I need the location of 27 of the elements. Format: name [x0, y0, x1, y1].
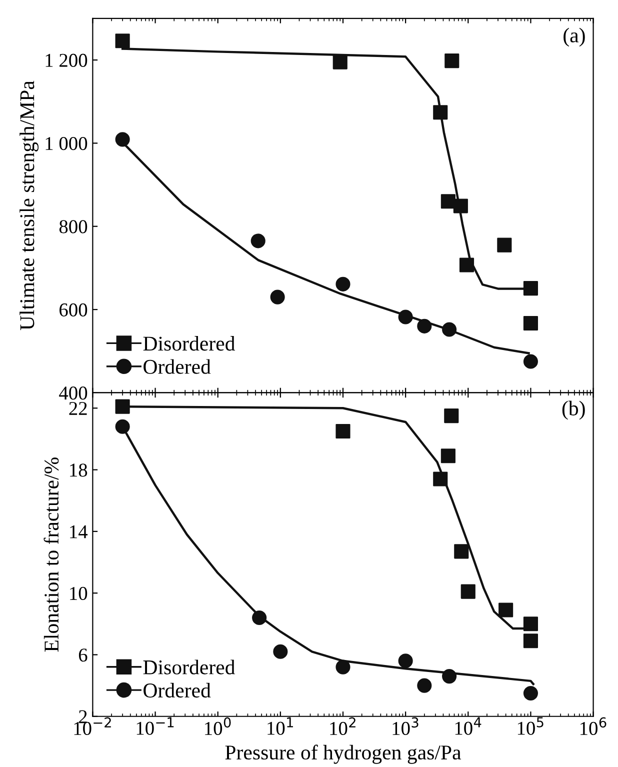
x-tick-label: 10$^{0}$: [205, 717, 231, 736]
x-tick-label: 10$^{5}$: [518, 717, 544, 735]
y-tick-label: 22: [69, 402, 87, 415]
annotation: (b): [562, 400, 585, 420]
x-tick-label: 10$^{6}$: [580, 717, 606, 736]
x-tick-label: 10$^{3}$: [392, 717, 418, 736]
annotation: (a): [564, 28, 585, 47]
y-axis-title: Ultimate tensile strength/MPa: [20, 80, 39, 330]
x-tick-label: 10$^{2}$: [330, 717, 356, 736]
legend-label: Ordered: [144, 359, 211, 374]
y-tick-label: 18: [70, 464, 88, 477]
y-tick-label: 10: [70, 586, 88, 600]
y-tick-label: 14: [70, 525, 88, 538]
y-tick-label: 800: [59, 220, 88, 234]
y-tick-label: 1 000: [46, 136, 88, 150]
legend-label: Disordered: [143, 336, 236, 351]
legend-label: Disordered: [143, 660, 236, 674]
y-tick-label: 600: [60, 303, 88, 316]
y-tick-label: 400: [59, 386, 88, 400]
y-axis-title: Elonation to fracture/%: [44, 457, 59, 652]
x-tick-label: 10$^{−1}$: [136, 717, 174, 735]
x-axis-title: Pressure of hydrogen gas/Pa: [225, 744, 462, 764]
y-tick-label: 1 200: [46, 54, 88, 67]
legend-label: Ordered: [144, 682, 211, 698]
x-tick-label: 10$^{1}$: [268, 717, 293, 735]
y-tick-label: 6: [78, 648, 88, 662]
x-tick-label: 10$^{4}$: [455, 717, 482, 735]
